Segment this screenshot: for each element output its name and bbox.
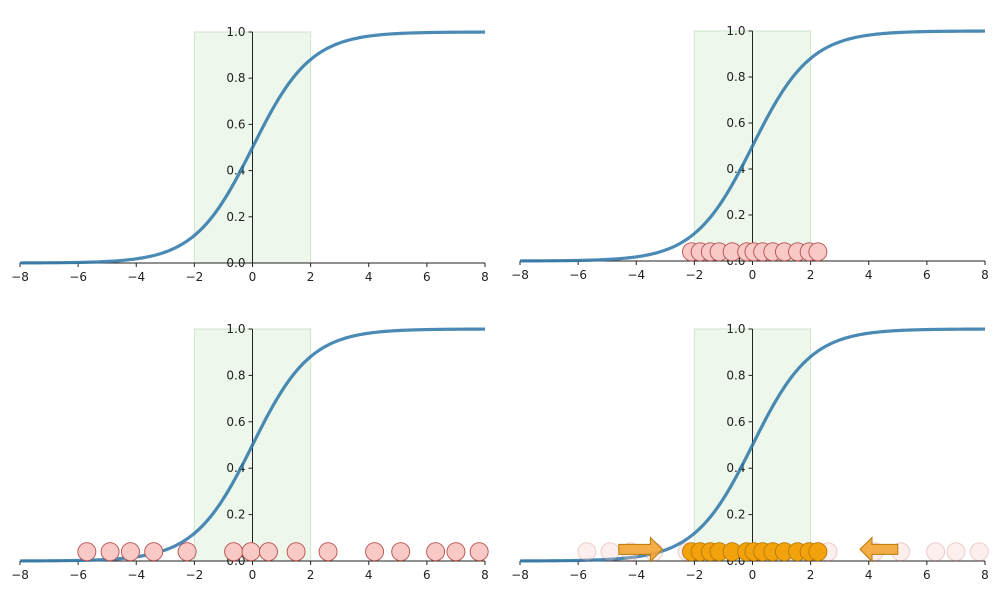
x-tick-label: −4 (627, 268, 645, 282)
x-tick-label: 2 (807, 268, 815, 282)
y-tick-label: 0.6 (226, 415, 245, 429)
y-tick-label: 0.0 (226, 256, 245, 270)
data-point (808, 242, 828, 262)
y-tick-label: 1.0 (226, 25, 245, 39)
x-tick-label: 8 (981, 268, 989, 282)
x-tick-label: −6 (69, 270, 87, 284)
x-tick-label: 2 (807, 568, 815, 582)
data-point (391, 542, 411, 562)
panel-bottom-right: −8 −6 −4 −2 0 2 4 6 80.00.20.40.60.81.0 (511, 322, 989, 582)
data-point (224, 542, 244, 562)
x-tick-label: 0 (249, 270, 257, 284)
y-tick-label: 0.8 (726, 70, 745, 84)
x-tick-label: 0 (749, 268, 757, 282)
panel-top-right: −8 −6 −4 −2 0 2 4 6 80.00.20.40.60.81.0 (511, 24, 989, 282)
y-tick-label: 1.0 (226, 322, 245, 336)
y-tick-label: 0.2 (726, 208, 745, 222)
faded-point (600, 542, 620, 562)
data-point (77, 542, 97, 562)
sigmoid-curve (20, 327, 485, 563)
x-tick-label: 4 (865, 268, 873, 282)
data-point (318, 542, 338, 562)
y-tick-label: 0.8 (226, 71, 245, 85)
y-tick-label: 0.8 (726, 368, 745, 382)
data-point (469, 542, 489, 562)
x-tick-label: 6 (423, 270, 431, 284)
x-tick-label: −2 (686, 268, 704, 282)
sigmoid-curve (520, 327, 985, 563)
x-tick-label: −8 (11, 270, 29, 284)
y-tick-label: 0.4 (726, 162, 745, 176)
x-tick-label: −6 (69, 568, 87, 582)
movement-arrow (618, 536, 664, 563)
x-tick-label: 4 (365, 568, 373, 582)
x-tick-label: 4 (365, 270, 373, 284)
y-tick-label: 0.4 (726, 461, 745, 475)
x-tick-label: −6 (569, 568, 587, 582)
x-tick-label: −8 (511, 268, 529, 282)
x-tick-label: 6 (923, 268, 931, 282)
panel-top-left: −8 −6 −4 −2 0 2 4 6 8 0.0 0.2 0.4 0.6 0.8 1.0 (11, 25, 489, 284)
data-point (286, 542, 306, 562)
x-tick-label: 4 (865, 568, 873, 582)
x-tick-label: 0 (749, 568, 757, 582)
y-tick-label: 1.0 (726, 322, 745, 336)
y-tick-label: 0.2 (226, 210, 245, 224)
y-tick-label: 0.4 (226, 164, 245, 178)
faded-point (946, 542, 966, 562)
y-tick-label: 1.0 (726, 24, 745, 38)
y-tick-label: 0.2 (726, 508, 745, 522)
data-point (100, 542, 120, 562)
data-point (177, 542, 197, 562)
x-tick-label: −8 (11, 568, 29, 582)
sigmoid-curve (20, 30, 485, 265)
data-point (426, 542, 446, 562)
data-point (120, 542, 140, 562)
data-point (144, 542, 164, 562)
x-tick-label: −2 (686, 568, 704, 582)
x-tick-label: −4 (127, 568, 145, 582)
x-tick-label: 6 (423, 568, 431, 582)
y-tick-label: 0.2 (226, 508, 245, 522)
x-tick-label: −8 (511, 568, 529, 582)
x-tick-label: 8 (981, 568, 989, 582)
x-tick-label: −2 (186, 270, 204, 284)
x-tick-label: 0 (249, 568, 257, 582)
y-tick-label: 0.4 (226, 461, 245, 475)
sigmoid-curve (520, 29, 985, 263)
y-tick-label: 0.8 (226, 368, 245, 382)
faded-point (577, 542, 597, 562)
y-tick-label: 0.6 (226, 117, 245, 131)
y-tick-label: 0.6 (726, 415, 745, 429)
data-point (365, 542, 385, 562)
x-tick-label: 8 (481, 270, 489, 284)
x-tick-label: 8 (481, 568, 489, 582)
data-point (808, 542, 828, 562)
x-tick-label: 6 (923, 568, 931, 582)
faded-point (969, 542, 989, 562)
data-point (241, 542, 261, 562)
y-tick-label: 0.6 (726, 116, 745, 130)
x-tick-label: 2 (307, 270, 315, 284)
panel-bottom-left: −8 −6 −4 −2 0 2 4 6 80.00.20.40.60.81.0 (11, 322, 489, 582)
x-tick-label: 2 (307, 568, 315, 582)
data-point (446, 542, 466, 562)
x-tick-label: −4 (627, 568, 645, 582)
movement-arrow (859, 536, 899, 563)
x-tick-label: −4 (127, 270, 145, 284)
x-tick-label: −6 (569, 268, 587, 282)
faded-point (926, 542, 946, 562)
x-tick-label: −2 (186, 568, 204, 582)
data-point (259, 542, 278, 562)
